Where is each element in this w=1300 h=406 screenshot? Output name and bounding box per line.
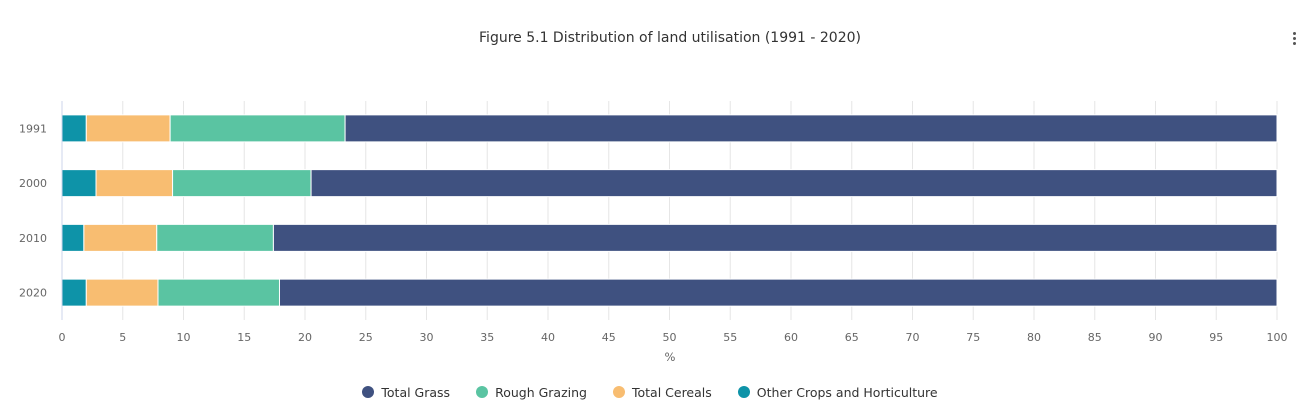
bar-total-cereals-2010[interactable] xyxy=(83,223,158,252)
bar-total-grass-2000[interactable] xyxy=(310,169,1278,198)
legend-marker-icon xyxy=(476,386,489,398)
x-axis-labels: 0 5 10 15 20 25 30 35 40 45 50 55 60 65 70 75 80 85 90 95 10… xyxy=(59,331,1288,344)
legend-label: Other Crops and Horticulture xyxy=(756,384,938,400)
legend-label: Total Grass xyxy=(381,384,451,400)
x-tick-label: 35 xyxy=(480,331,494,344)
bar-rough-grazing-1991[interactable] xyxy=(169,114,346,143)
x-tick-label: 85 xyxy=(1088,331,1102,344)
x-tick-label: 30 xyxy=(420,331,434,344)
x-tick-label: 0 xyxy=(59,331,66,344)
legend-item-rough-grazing[interactable]: Rough Grazing xyxy=(476,385,587,400)
bar-rough-grazing-2020[interactable] xyxy=(157,278,280,307)
bar-rough-grazing-2000[interactable] xyxy=(172,169,312,198)
x-tick-label: 70 xyxy=(906,331,920,344)
x-tick-label: 10 xyxy=(177,331,191,344)
bar-other-crops-and-horticulture-2020[interactable] xyxy=(61,278,87,307)
bar-total-cereals-1991[interactable] xyxy=(85,114,171,143)
bar-total-grass-2010[interactable] xyxy=(272,223,1278,252)
x-tick-label: 90 xyxy=(1149,331,1163,344)
legend-item-total-grass[interactable]: Total Grass xyxy=(362,385,450,400)
y-axis-labels: 1991 2000 2010 2020 xyxy=(19,122,47,299)
y-tick-label: 2020 xyxy=(19,287,47,300)
x-tick-label: 40 xyxy=(541,331,555,344)
x-tick-label: 75 xyxy=(966,331,980,344)
bar-total-cereals-2020[interactable] xyxy=(85,278,159,307)
x-tick-label: 100 xyxy=(1267,331,1288,344)
x-tick-label: 55 xyxy=(723,331,737,344)
bar-other-crops-and-horticulture-1991[interactable] xyxy=(61,114,87,143)
legend-label: Total Cereals xyxy=(631,384,712,400)
chart-title: Figure 5.1 Distribution of land utilisat… xyxy=(479,30,861,46)
x-tick-label: 60 xyxy=(784,331,798,344)
x-tick-label: 20 xyxy=(298,331,312,344)
bars-group xyxy=(61,114,1278,307)
menu-kebab-icon[interactable] xyxy=(1288,32,1300,52)
x-tick-label: 65 xyxy=(845,331,859,344)
y-tick-label: 2010 xyxy=(19,232,47,245)
bar-rough-grazing-2010[interactable] xyxy=(156,223,274,252)
y-tick-label: 2000 xyxy=(19,177,47,190)
x-tick-label: 5 xyxy=(119,331,126,344)
x-tick-label: 15 xyxy=(237,331,251,344)
x-tick-label: 45 xyxy=(602,331,616,344)
bar-other-crops-and-horticulture-2000[interactable] xyxy=(61,169,97,198)
legend: Total Grass Rough Grazing Total Cereals Oth… xyxy=(0,382,1300,402)
legend-marker-icon xyxy=(612,386,625,398)
legend-label: Rough Grazing xyxy=(495,384,587,400)
x-tick-label: 25 xyxy=(359,331,373,344)
x-tick-label: 50 xyxy=(663,331,677,344)
x-tick-label: 95 xyxy=(1209,331,1223,344)
legend-item-total-cereals[interactable]: Total Cereals xyxy=(612,384,712,400)
legend-item-other-crops-and-horticulture[interactable]: Other Crops and Horticulture xyxy=(737,384,938,400)
bar-total-grass-2020[interactable] xyxy=(278,278,1278,307)
x-axis-title: % xyxy=(665,350,676,364)
bar-other-crops-and-horticulture-2010[interactable] xyxy=(61,223,85,252)
x-tick-label: 80 xyxy=(1027,331,1041,344)
legend-marker-icon xyxy=(737,386,750,398)
bar-total-grass-1991[interactable] xyxy=(344,114,1278,143)
bar-total-cereals-2000[interactable] xyxy=(95,169,174,198)
y-tick-label: 1991 xyxy=(19,122,47,135)
legend-marker-icon xyxy=(362,386,375,398)
